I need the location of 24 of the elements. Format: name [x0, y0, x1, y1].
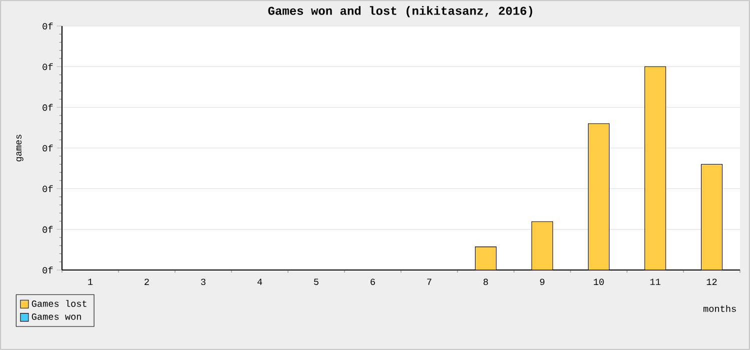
x-tick-label: 1 — [88, 278, 93, 285]
x-tick-label: 11 — [650, 278, 660, 285]
chart-title: Games won and lost (nikitasanz, 2016) — [268, 6, 532, 18]
x-tick-label: 7 — [427, 278, 432, 285]
x-tick-label: 12 — [706, 278, 717, 285]
text: 0f — [42, 22, 53, 30]
legend-label: Games lost — [32, 300, 86, 307]
x-axis-title: months — [703, 305, 736, 312]
x-tick-label: 10 — [594, 278, 604, 286]
x-tick-label: 8 — [484, 278, 488, 286]
text: 0f — [42, 63, 53, 70]
x-tick-label: 9 — [540, 278, 544, 286]
text: 0f — [42, 185, 53, 192]
legend-label: Games won — [32, 314, 81, 320]
text: 0f — [42, 144, 53, 152]
x-tick-label: 6 — [370, 278, 375, 286]
x-tick-label: 4 — [257, 278, 262, 285]
x-tick-label: 3 — [201, 278, 206, 286]
x-tick-label: 5 — [314, 278, 318, 285]
x-tick-label: 2 — [144, 278, 149, 285]
text: 0f — [42, 104, 53, 111]
text: 0f — [42, 226, 53, 233]
text: 0f — [42, 266, 53, 274]
y-axis-title: games — [16, 134, 24, 162]
